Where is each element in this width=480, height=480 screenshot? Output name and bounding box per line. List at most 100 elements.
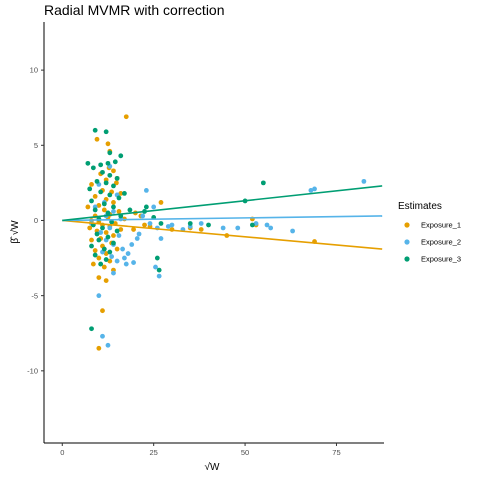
y-tick-label: 5 bbox=[34, 141, 38, 150]
y-tick-label: 0 bbox=[34, 216, 38, 225]
data-point bbox=[129, 242, 135, 247]
data-point bbox=[103, 251, 109, 256]
data-point bbox=[120, 246, 125, 252]
data-point bbox=[116, 233, 122, 238]
data-point bbox=[87, 186, 93, 192]
data-point bbox=[122, 191, 127, 196]
data-point bbox=[98, 261, 104, 267]
y-axis: -10 -5 0 5 10 bbox=[27, 22, 45, 443]
data-point bbox=[89, 181, 94, 187]
data-point bbox=[105, 342, 111, 348]
data-point bbox=[105, 160, 111, 166]
data-point bbox=[92, 194, 98, 199]
data-point bbox=[103, 278, 109, 284]
data-point bbox=[127, 207, 133, 213]
data-point bbox=[123, 261, 129, 267]
data-point bbox=[169, 222, 175, 228]
data-point bbox=[235, 225, 241, 231]
data-point bbox=[101, 264, 107, 270]
data-point bbox=[111, 168, 116, 174]
legend-item-exposure_2: Exposure_2 bbox=[404, 238, 461, 247]
data-point bbox=[92, 127, 98, 133]
data-point bbox=[107, 258, 113, 264]
data-point bbox=[154, 255, 160, 261]
x-axis-title: √W bbox=[205, 461, 220, 473]
data-point bbox=[90, 165, 96, 171]
x-tick-label: 25 bbox=[150, 448, 158, 457]
data-point bbox=[123, 114, 129, 120]
data-point bbox=[118, 227, 124, 232]
legend-label: Exposure_1 bbox=[421, 221, 461, 230]
data-point bbox=[111, 209, 116, 214]
data-point bbox=[156, 273, 162, 279]
fit-line-exposure_3 bbox=[62, 185, 383, 222]
data-point bbox=[249, 222, 255, 228]
chart-title: Radial MVMR with correction bbox=[44, 2, 225, 18]
data-point bbox=[114, 228, 120, 234]
data-point bbox=[114, 246, 120, 252]
data-point bbox=[264, 222, 270, 228]
data-point bbox=[112, 159, 118, 165]
data-point bbox=[100, 169, 105, 175]
data-point bbox=[85, 160, 91, 166]
data-point bbox=[96, 345, 102, 351]
x-tick-label: 75 bbox=[332, 448, 340, 457]
data-point bbox=[158, 236, 164, 241]
data-point bbox=[96, 237, 102, 243]
fit-line-exposure_2 bbox=[62, 215, 383, 222]
data-point bbox=[116, 195, 122, 201]
data-point bbox=[187, 221, 193, 226]
series-exposure_3 bbox=[85, 127, 266, 332]
data-point bbox=[118, 191, 124, 196]
data-point bbox=[165, 224, 171, 229]
data-point bbox=[268, 225, 274, 231]
data-point bbox=[158, 221, 164, 226]
data-point bbox=[134, 236, 140, 241]
data-point bbox=[109, 254, 115, 259]
data-point bbox=[98, 189, 104, 195]
data-point bbox=[111, 183, 116, 189]
legend-key bbox=[404, 222, 410, 228]
data-point bbox=[143, 204, 149, 210]
legend-title: Estimates bbox=[398, 201, 442, 212]
data-point bbox=[94, 136, 100, 142]
data-point bbox=[92, 207, 98, 213]
data-point bbox=[136, 231, 142, 237]
data-point bbox=[122, 255, 127, 261]
data-point bbox=[158, 200, 164, 205]
y-axis-title: β̂ √W bbox=[9, 220, 21, 244]
data-point bbox=[111, 240, 116, 246]
data-point bbox=[103, 180, 109, 186]
data-point bbox=[312, 186, 317, 192]
data-point bbox=[118, 153, 124, 159]
y-tick-label: -5 bbox=[31, 291, 38, 300]
data-point bbox=[220, 225, 226, 231]
data-point bbox=[98, 230, 104, 235]
data-point bbox=[361, 178, 367, 184]
data-point bbox=[114, 258, 120, 264]
data-point bbox=[101, 201, 107, 207]
data-point bbox=[89, 198, 94, 204]
data-point bbox=[105, 141, 111, 147]
data-point bbox=[111, 200, 116, 205]
legend: Estimates Exposure_1 Exposure_2 Exposure_3 bbox=[398, 201, 461, 264]
data-point bbox=[125, 251, 131, 256]
data-point bbox=[89, 326, 94, 332]
data-point bbox=[290, 228, 295, 234]
data-point bbox=[114, 175, 120, 181]
data-point bbox=[107, 172, 113, 178]
data-point bbox=[89, 243, 94, 249]
data-point bbox=[105, 234, 111, 240]
data-point bbox=[140, 213, 146, 219]
data-point bbox=[111, 270, 116, 276]
data-point bbox=[111, 233, 116, 238]
data-point bbox=[89, 237, 94, 243]
data-point bbox=[90, 261, 96, 267]
data-point bbox=[107, 192, 113, 198]
data-point bbox=[109, 219, 115, 225]
data-point bbox=[113, 180, 119, 186]
data-point bbox=[111, 204, 116, 210]
data-point bbox=[96, 255, 102, 261]
legend-key bbox=[404, 256, 410, 262]
